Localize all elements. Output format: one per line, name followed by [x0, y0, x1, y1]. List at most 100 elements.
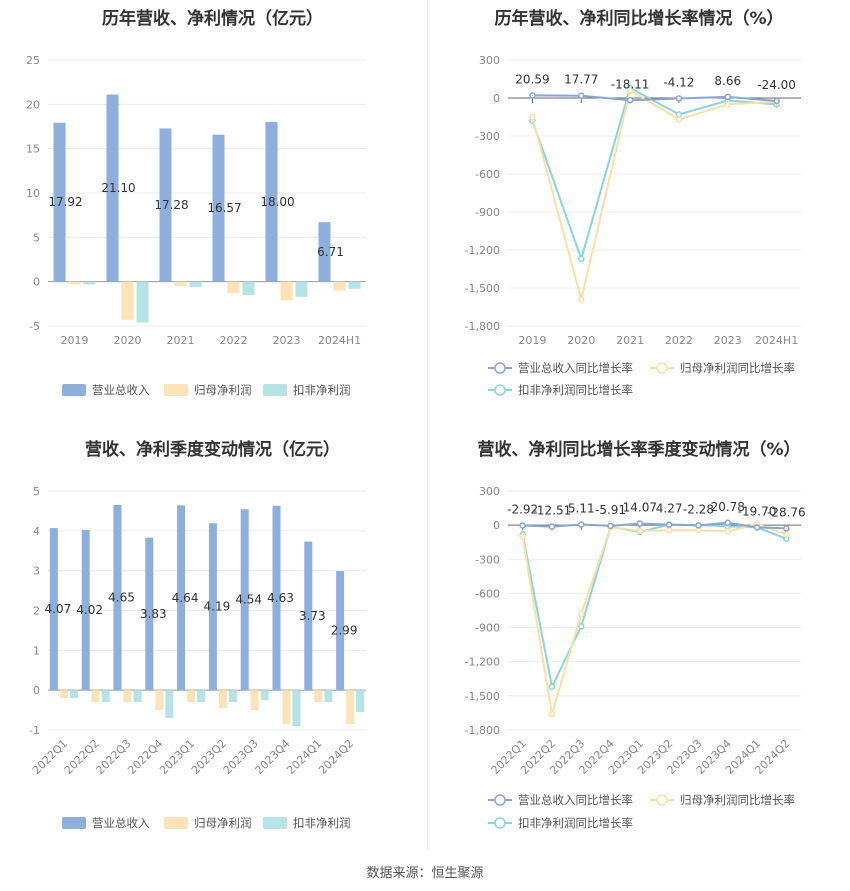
- series-point: [519, 522, 526, 529]
- bar-revenue: [145, 537, 154, 691]
- y-tick-label: 0: [33, 684, 40, 697]
- series-line-non-recurring-growth: [531, 86, 777, 263]
- series-point: [724, 519, 731, 527]
- bar-revenue: [159, 128, 172, 282]
- series-point: [529, 113, 536, 121]
- point-data-label: 17.77: [564, 73, 598, 87]
- x-tick-label: 2021: [616, 334, 644, 347]
- y-tick-label: 5: [33, 485, 40, 498]
- y-tick-label: 0: [33, 276, 40, 289]
- series-point: [578, 623, 585, 630]
- annual-growth-rate-chart: 历年营收、净利同比增长率情况（%） -1,800 -1,500 -1,200 -900…: [428, 0, 850, 408]
- legend-marker: [494, 384, 506, 396]
- y-tick-label: -600: [475, 168, 500, 181]
- point-data-label: -4.12: [663, 76, 694, 90]
- series-point: [753, 524, 761, 531]
- bar-non-recurring-profit: [292, 690, 301, 727]
- legend-swatch: [263, 817, 287, 829]
- legend-label: 营业总收入同比增长率: [518, 361, 633, 375]
- bar-data-label: 4.07: [45, 602, 72, 616]
- point-data-label: -18.11: [611, 77, 650, 91]
- bar-parent-profit: [346, 690, 355, 725]
- x-tick-label: 2022: [220, 334, 248, 347]
- series-point: [695, 522, 702, 529]
- annual-revenue-profit-chart: 历年营收、净利情况（亿元） -5 0 5 10 15 20 25 17.92 2019 21.10…: [0, 0, 425, 408]
- bar-parent-profit: [280, 281, 293, 301]
- bar-parent-profit: [121, 281, 134, 320]
- bar-data-label: 16.57: [207, 201, 241, 215]
- series-point: [578, 610, 585, 618]
- bar-data-label: 6.71: [317, 245, 344, 259]
- y-tick-label: 300: [479, 485, 500, 498]
- bar-revenue: [336, 571, 345, 691]
- bar-parent-profit: [282, 690, 291, 725]
- bar-parent-profit: [250, 690, 259, 711]
- bar-revenue: [106, 94, 119, 282]
- bar-non-recurring-profit: [83, 281, 96, 285]
- quarterly-revenue-profit-chart: 营收、净利季度变动情况（亿元） -1 0 1 2 3 4 5 4.07 2022Q1 4.02 20…: [0, 425, 425, 850]
- x-tick-label: 2020: [114, 334, 142, 347]
- bar-data-label: 18.00: [260, 195, 294, 209]
- bar-revenue: [318, 222, 331, 282]
- bar-non-recurring-profit: [189, 281, 202, 287]
- legend-swatch: [62, 384, 86, 396]
- point-data-label: 8.66: [714, 74, 741, 88]
- bar-revenue: [177, 505, 186, 691]
- quarterly-growth-rate-chart: 营收、净利同比增长率季度变动情况（%） -1,800 -1,500 -1,200 -9…: [428, 425, 850, 850]
- bar-non-recurring-profit: [136, 281, 149, 323]
- bar-revenue: [53, 122, 66, 282]
- bar-revenue: [208, 523, 217, 691]
- bar-revenue: [240, 509, 249, 691]
- series-point: [724, 528, 731, 535]
- annual-bar-svg: -5 0 5 10 15 20 25 17.92 2019 21.10 2020 17.28 2021 1…: [26, 54, 366, 397]
- point-data-label: -2.92: [507, 502, 538, 516]
- series-point: [578, 255, 585, 263]
- bar-data-label: 4.63: [267, 591, 294, 605]
- series-point: [607, 522, 614, 530]
- bar-data-label: 4.65: [108, 591, 135, 605]
- bar-non-recurring-profit: [260, 690, 269, 701]
- series-line-parent-profit-growth: [521, 522, 787, 715]
- x-tick-label: 2024H1: [318, 334, 361, 347]
- bar-data-label: 4.19: [204, 600, 231, 614]
- bar-parent-profit: [123, 690, 132, 703]
- bar-parent-profit: [333, 281, 346, 291]
- y-tick-label: 15: [26, 143, 40, 156]
- y-tick-label: 5: [33, 231, 40, 244]
- bar-parent-profit: [227, 281, 240, 294]
- x-tick-label: 2020: [567, 334, 595, 347]
- point-data-label: -12.51: [533, 504, 572, 518]
- y-tick-label: -1: [29, 724, 40, 737]
- y-tick-label: 0: [493, 519, 500, 532]
- legend-label: 归母净利润同比增长率: [680, 361, 795, 375]
- bar-non-recurring-profit: [69, 690, 78, 699]
- chart-title: 历年营收、净利同比增长率情况（%）: [494, 9, 784, 29]
- bar-data-label: 17.28: [154, 198, 188, 212]
- y-tick-label: -1,500: [465, 282, 500, 295]
- bar-data-label: 3.83: [140, 607, 167, 621]
- chart-title: 营收、净利季度变动情况（亿元）: [85, 440, 340, 460]
- series-point: [783, 525, 790, 532]
- x-tick-label: 2024Q2: [316, 737, 356, 777]
- series-point: [548, 710, 556, 718]
- y-tick-label: 0: [493, 92, 500, 105]
- bar-revenue: [113, 504, 122, 691]
- legend-label: 归母净利润同比增长率: [680, 793, 795, 807]
- bar-non-recurring-profit: [165, 690, 174, 719]
- y-tick-label: 20: [26, 98, 40, 111]
- legend-marker: [656, 362, 668, 374]
- bar-data-label: 3.73: [299, 609, 326, 623]
- series-point: [578, 296, 585, 303]
- y-tick-label: -900: [475, 206, 500, 219]
- bar-non-recurring-profit: [133, 690, 142, 703]
- quarterly-line-svg: -1,800-1,500-1,200-900-600-30003002022Q1…: [465, 485, 806, 830]
- bar-parent-profit: [68, 281, 81, 285]
- y-tick-label: -900: [475, 622, 500, 635]
- bar-data-label: 21.10: [101, 181, 135, 195]
- bar-non-recurring-profit: [324, 690, 333, 703]
- bar-data-label: 17.92: [48, 195, 82, 209]
- bar-revenue: [49, 528, 58, 691]
- y-tick-label: -1,800: [465, 320, 500, 333]
- y-tick-label: 1: [33, 644, 40, 657]
- series-line-parent-profit-growth: [531, 88, 777, 300]
